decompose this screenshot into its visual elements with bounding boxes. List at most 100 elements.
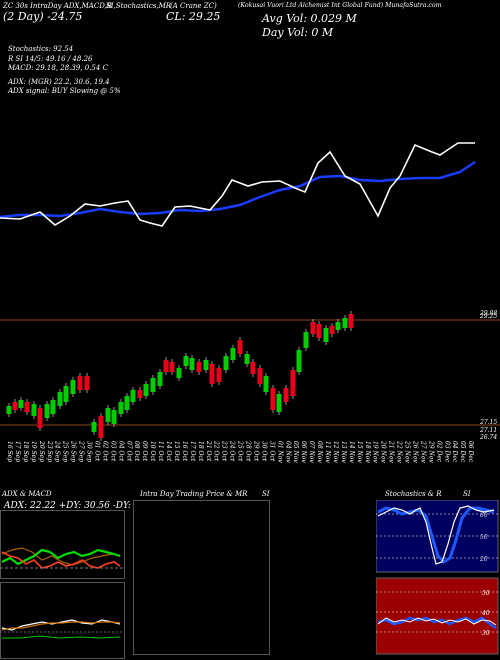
date-label: 15 Oct <box>173 441 180 462</box>
date-label: 04 Nov <box>284 441 291 463</box>
date-label: 08 Oct <box>133 441 140 462</box>
rsi-level-30: 30 <box>482 630 490 637</box>
date-label: 29 Oct <box>252 440 259 462</box>
macd-hist-line <box>2 635 121 639</box>
price-line <box>0 142 475 227</box>
date-label: 29 Nov <box>427 440 434 463</box>
date-label: 15 Nov <box>356 441 363 463</box>
candle-down <box>348 314 354 328</box>
candle-up <box>183 356 189 366</box>
date-label: 11 Oct <box>157 441 164 462</box>
header-stoch-label: SI,Stochastics,MR <box>106 2 172 10</box>
date-label: 27 Nov <box>419 440 426 463</box>
date-label: 20 Sep <box>38 440 45 462</box>
candle-down <box>37 408 43 428</box>
date-label: 16 Oct <box>181 441 188 462</box>
candle-down <box>169 362 175 372</box>
price-label-top-b: 29.25 <box>479 313 497 320</box>
header-avg-vol: Avg Vol: 0.029 M <box>262 12 357 25</box>
macd-line <box>1 619 121 631</box>
intra-si: SI <box>262 490 270 498</box>
adx-line <box>1 547 121 566</box>
date-label: 01 Oct <box>93 441 100 462</box>
date-label: 18 Nov <box>364 441 371 463</box>
date-label: 22 Oct <box>213 440 220 462</box>
candle-up <box>18 400 24 408</box>
candle-down <box>84 376 90 390</box>
date-label: 30 Sep <box>86 441 93 462</box>
date-label: 25 Oct <box>237 440 244 462</box>
rsi-price-line <box>377 617 497 626</box>
date-label: 03 Dec <box>443 441 450 463</box>
date-label: 04 Oct <box>117 441 124 462</box>
header-day-vol: Day Vol: 0 M <box>262 26 334 39</box>
candle-down <box>329 326 335 334</box>
date-label: 24 Oct <box>229 440 236 462</box>
date-label: 19 Sep <box>30 441 37 462</box>
candle-up <box>244 354 250 364</box>
date-label: 02 Oct <box>101 441 108 462</box>
intra-title: Intra Day Trading Price & MR <box>140 490 248 498</box>
date-label: 11 Nov <box>324 441 331 463</box>
candle-up <box>230 348 236 360</box>
signal-line <box>1 621 121 631</box>
date-label: 02 Dec <box>435 441 442 463</box>
candle-down <box>257 368 263 384</box>
date-label: 24 Sep <box>54 440 61 462</box>
info-adx-signal: ADX signal: BUY Slowing @ 5% <box>8 87 121 95</box>
price-label-bottom-b: 27.11 <box>479 427 497 434</box>
date-label: 23 Sep <box>46 440 53 462</box>
rsi-level-50: 50 <box>482 590 490 597</box>
date-label: 26 Sep <box>70 440 77 462</box>
header-close: CL: 29.25 <box>166 10 221 23</box>
date-label: 21 Nov <box>388 440 395 463</box>
candle-down <box>316 324 322 338</box>
candle-down <box>77 376 83 390</box>
stoch-level-80: 80 <box>480 512 488 519</box>
candle-up <box>44 404 50 418</box>
date-label: 22 Nov <box>396 440 403 463</box>
candle-up <box>176 368 182 378</box>
candle-up <box>143 384 149 396</box>
plus-di-line <box>1 548 121 566</box>
date-label: 06 Dec <box>467 441 474 463</box>
candle-up <box>157 372 163 386</box>
date-label: 27 Sep <box>78 440 85 462</box>
candle-up <box>323 328 329 342</box>
date-label: 16 Sep <box>6 441 13 462</box>
candle-up <box>6 406 12 414</box>
stoch-si: SI <box>463 490 471 498</box>
date-label: 21 Oct <box>205 440 212 462</box>
date-label: 10 Oct <box>149 441 156 462</box>
price-label-bottom-a: 27.15 <box>479 419 497 426</box>
date-label: 18 Oct <box>197 441 204 462</box>
info-rsi: R SI 14/5: 49.16 / 48.26 <box>8 55 93 63</box>
date-label: 07 Nov <box>308 441 315 463</box>
ema-line <box>0 160 476 219</box>
candle-up <box>276 394 282 412</box>
candle-up <box>303 332 309 348</box>
candle-up <box>335 322 341 330</box>
candle-up <box>105 408 111 422</box>
candle-down <box>250 362 256 374</box>
info-adx: ADX: (MGR) 22.2, 30.6, 19.4 <box>8 78 110 86</box>
candle-down <box>98 416 104 438</box>
header-left: ZC 30s IntraDay ADX,MACD,B <box>3 2 112 10</box>
candlesticks <box>6 311 354 441</box>
candle-down <box>163 360 169 372</box>
date-label: 06 Nov <box>300 441 307 463</box>
date-label: 26 Nov <box>411 440 418 463</box>
candle-up <box>91 422 97 432</box>
candle-up <box>57 392 63 406</box>
date-label: 17 Oct <box>189 441 196 462</box>
date-label: 01 Nov <box>276 441 283 463</box>
candle-up <box>223 356 229 370</box>
stoch-level-20: 20 <box>479 556 488 563</box>
candle-down <box>12 402 18 410</box>
date-label: 14 Oct <box>165 441 172 462</box>
candle-down <box>196 362 202 372</box>
candle-down <box>290 370 296 396</box>
candle-up <box>189 358 195 370</box>
minus-di-line <box>1 551 121 569</box>
adx-macd-panel <box>0 510 125 659</box>
